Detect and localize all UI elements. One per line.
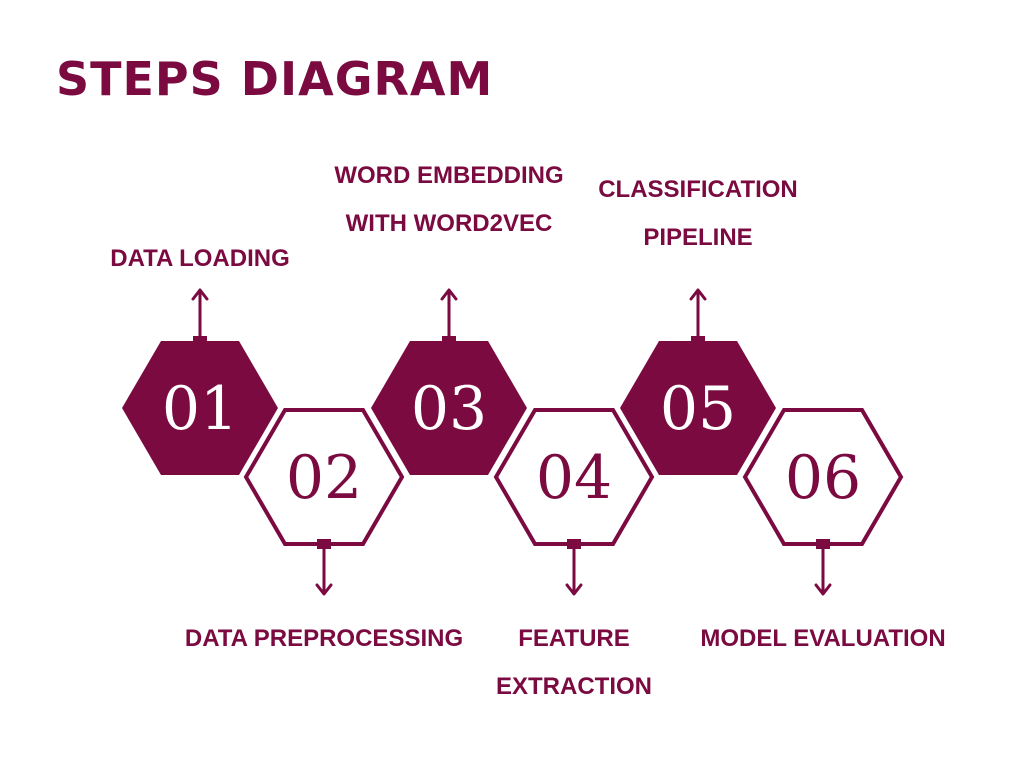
step-label: FEATURE EXTRACTION: [496, 625, 652, 700]
step-number: 05: [660, 374, 736, 444]
step-02: 02 DATA PREPROCESSING: [185, 408, 463, 652]
step-05: 05 CLASSIFICATION PIPELINE: [598, 176, 798, 475]
arrow-up-icon: [440, 288, 458, 301]
step-03: 03 WORD EMBEDDING WITH WORD2VEC: [334, 162, 564, 475]
step-number: 04: [536, 443, 612, 513]
step-06: 06 MODEL EVALUATION: [700, 408, 946, 652]
step-04: 04 FEATURE EXTRACTION: [493, 408, 655, 700]
hexagon-filled: [620, 341, 776, 475]
step-label-line: DATA PREPROCESSING: [185, 625, 463, 652]
arrow-down-icon: [814, 583, 832, 596]
step-label-line: FEATURE: [518, 625, 630, 652]
step-label: DATA PREPROCESSING: [185, 625, 463, 652]
hexagon-filled: [122, 341, 278, 475]
arrow-up-icon: [689, 288, 707, 301]
arrow-up-icon: [191, 288, 209, 301]
page-title: STEPS DIAGRAM: [56, 52, 494, 106]
step-label-line: WITH WORD2VEC: [346, 210, 553, 237]
hexagon-outline: [742, 408, 904, 546]
step-label: CLASSIFICATION PIPELINE: [598, 176, 798, 251]
arrow-down-icon: [315, 583, 333, 596]
step-label-line: CLASSIFICATION: [598, 176, 798, 203]
step-number: 06: [785, 443, 861, 513]
step-label-line: PIPELINE: [643, 224, 752, 251]
hexagon-outline: [243, 408, 405, 546]
hexagon-filled: [371, 341, 527, 475]
step-number: 03: [411, 374, 487, 444]
step-label: MODEL EVALUATION: [700, 625, 945, 652]
hexagon-outline: [493, 408, 655, 546]
arrow-down-icon: [565, 583, 583, 596]
step-label-line: MODEL EVALUATION: [700, 625, 945, 652]
step-label-line: WORD EMBEDDING: [334, 162, 563, 189]
step-label-line: EXTRACTION: [496, 673, 652, 700]
step-label-line: DATA LOADING: [110, 245, 290, 272]
step-label: DATA LOADING: [110, 245, 290, 272]
step-label: WORD EMBEDDING WITH WORD2VEC: [334, 162, 563, 237]
step-number: 02: [286, 443, 362, 513]
step-number: 01: [162, 374, 238, 444]
step-01: 01 DATA LOADING: [110, 245, 290, 475]
